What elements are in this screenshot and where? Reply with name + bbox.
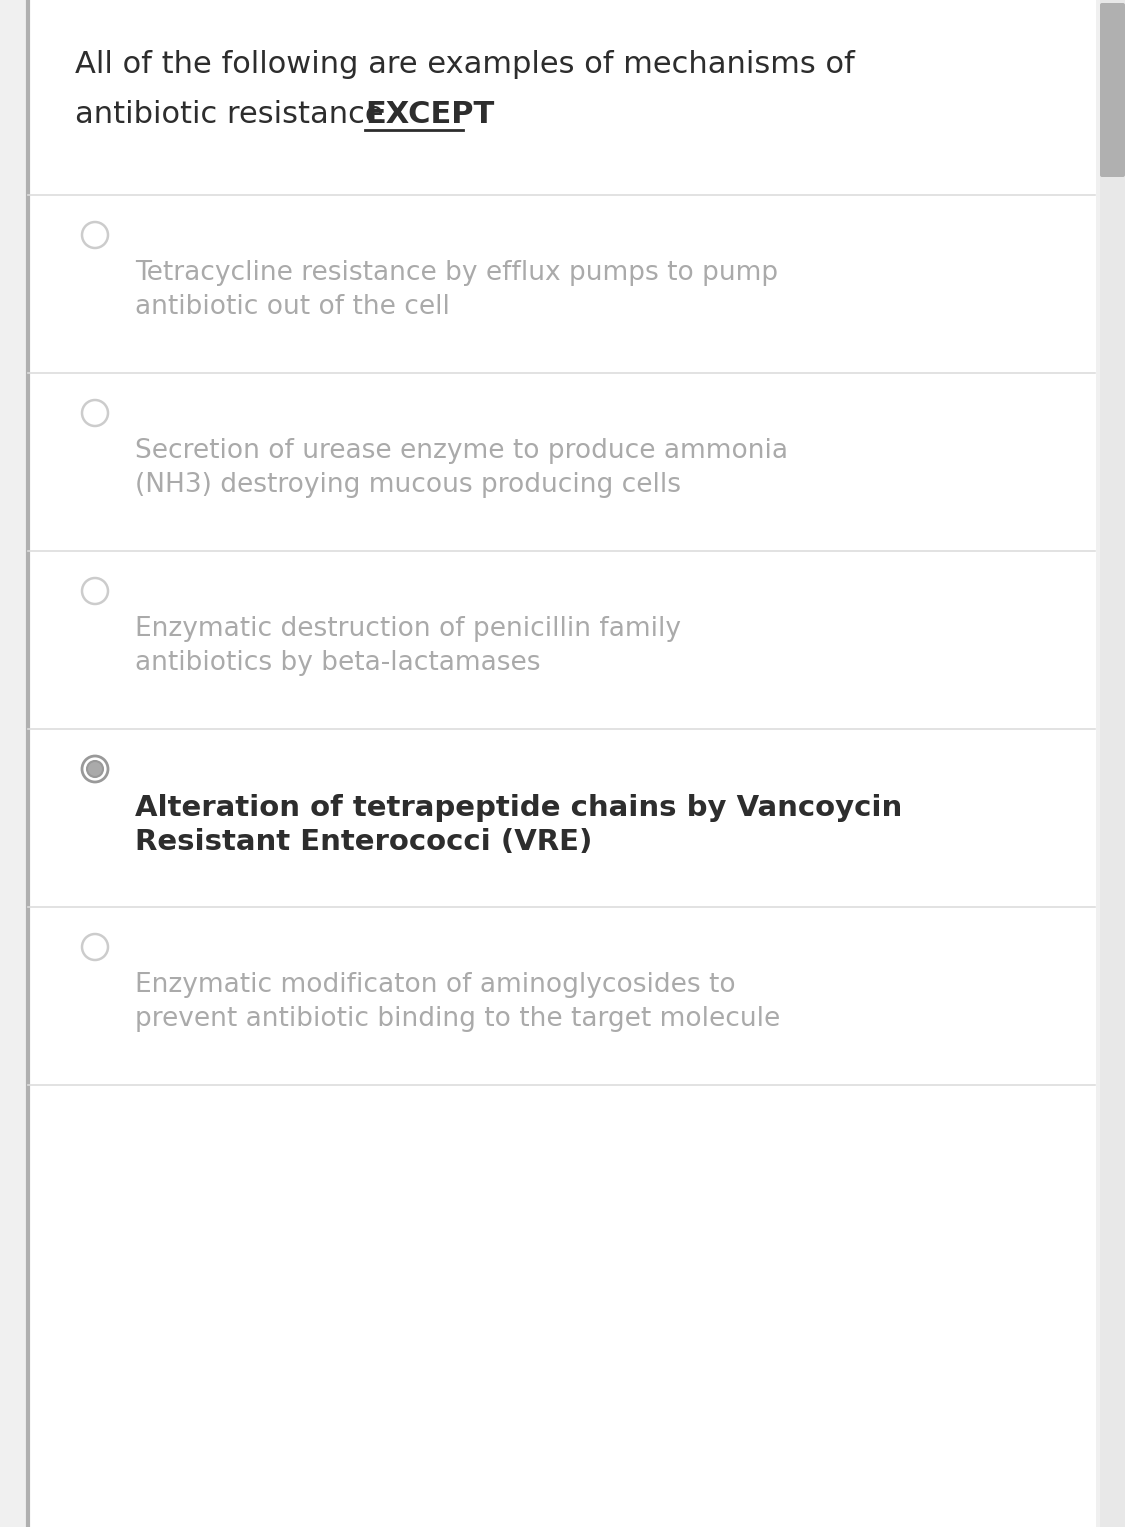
Text: (NH3) destroying mucous producing cells: (NH3) destroying mucous producing cells — [135, 472, 681, 498]
Text: prevent antibiotic binding to the target molecule: prevent antibiotic binding to the target… — [135, 1006, 781, 1032]
Text: EXCEPT: EXCEPT — [366, 99, 495, 128]
Text: Tetracycline resistance by efflux pumps to pump: Tetracycline resistance by efflux pumps … — [135, 260, 778, 286]
Text: Alteration of tetrapeptide chains by Vancoycin: Alteration of tetrapeptide chains by Van… — [135, 794, 902, 822]
FancyBboxPatch shape — [28, 0, 1096, 1527]
Text: All of the following are examples of mechanisms of: All of the following are examples of mec… — [75, 50, 855, 79]
FancyBboxPatch shape — [1100, 0, 1125, 1527]
FancyBboxPatch shape — [1100, 3, 1125, 177]
Text: Resistant Enterococci (VRE): Resistant Enterococci (VRE) — [135, 828, 593, 857]
Circle shape — [87, 760, 104, 777]
Text: Enzymatic destruction of penicillin family: Enzymatic destruction of penicillin fami… — [135, 615, 681, 641]
Text: antibiotic out of the cell: antibiotic out of the cell — [135, 295, 450, 321]
Text: Enzymatic modificaton of aminoglycosides to: Enzymatic modificaton of aminoglycosides… — [135, 973, 736, 999]
Text: antibiotic resistance: antibiotic resistance — [75, 99, 394, 128]
Text: Secretion of urease enzyme to produce ammonia: Secretion of urease enzyme to produce am… — [135, 438, 788, 464]
Text: antibiotics by beta-lactamases: antibiotics by beta-lactamases — [135, 651, 540, 676]
